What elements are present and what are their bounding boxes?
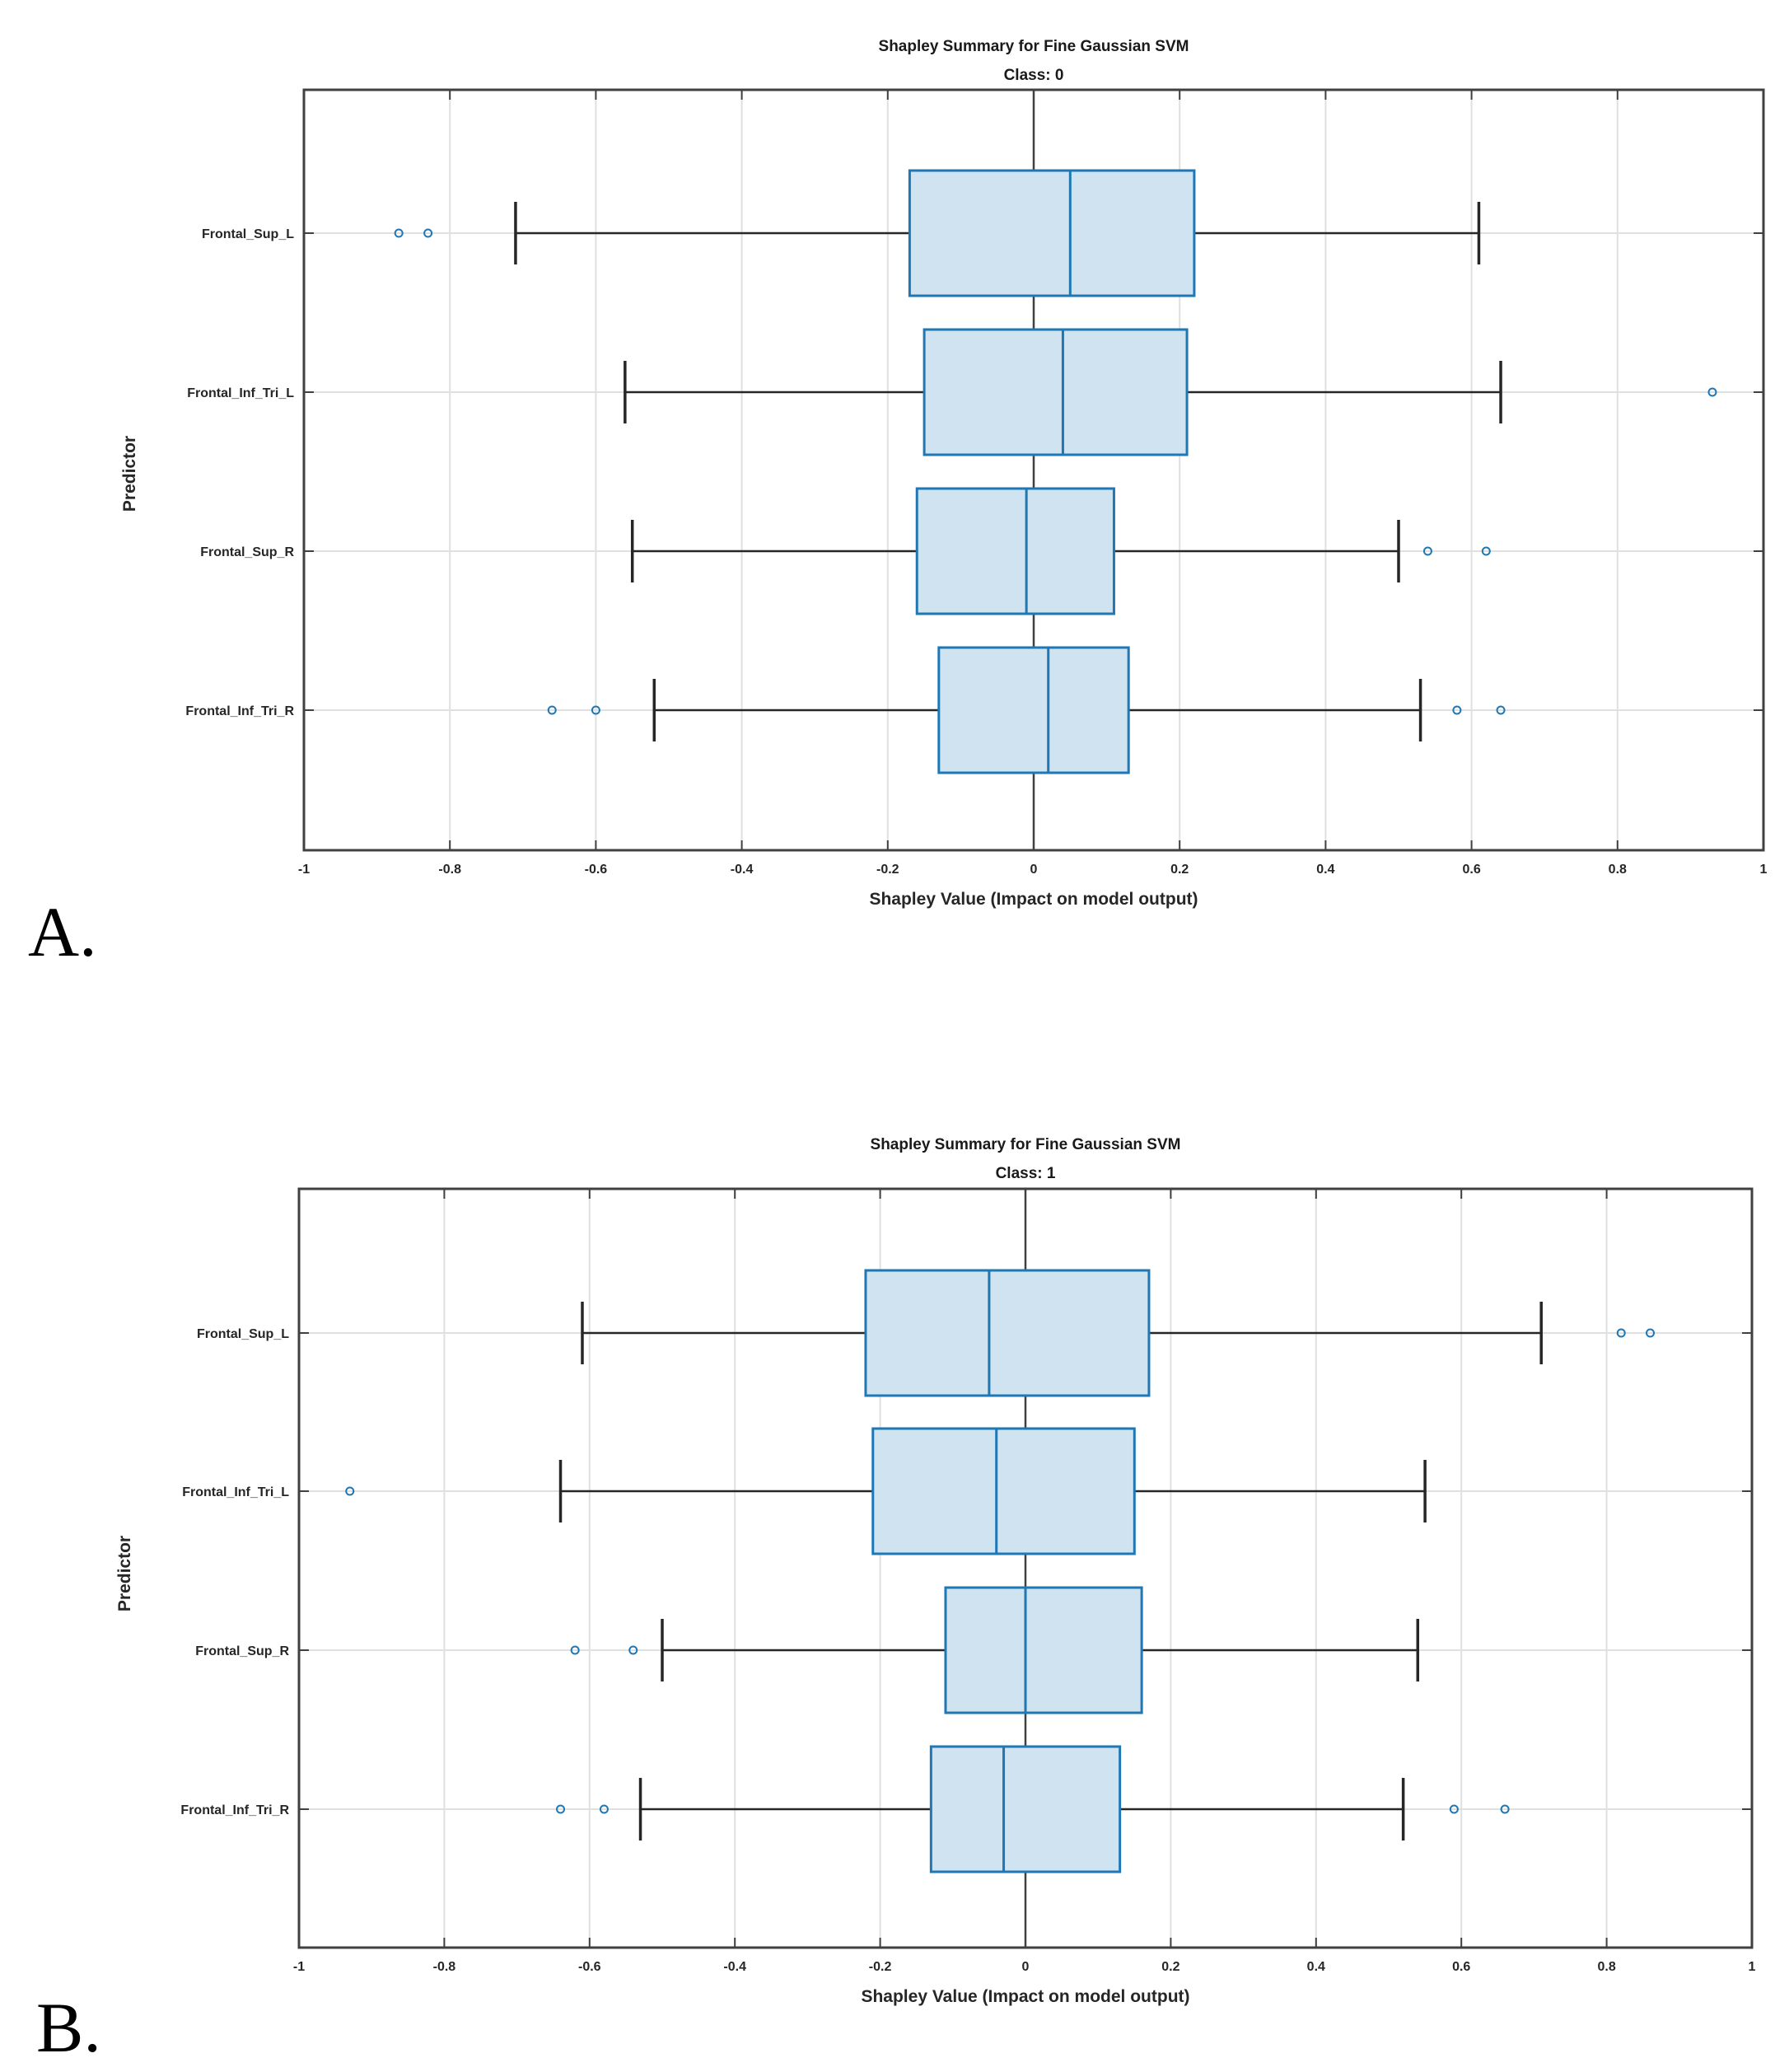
x-tick-label: 0.6 [1452, 1960, 1470, 1974]
box-frontal-sup-r [630, 487, 1491, 615]
x-tick-label: -0.6 [585, 863, 608, 877]
y-axis-label: Predictor [115, 1536, 134, 1611]
iqr-box [937, 646, 1130, 774]
iqr-box [923, 328, 1189, 456]
box-frontal-inf-tri-r [556, 1745, 1510, 1873]
x-axis-label: Shapley Value (Impact on model output) [861, 1987, 1189, 2006]
y-tick-label: Frontal_Sup_L [197, 1327, 289, 1341]
x-tick-label: 1 [1749, 1960, 1756, 1974]
box-frontal-inf-tri-l [345, 1427, 1427, 1555]
x-tick-label: 0 [1022, 1960, 1030, 1974]
x-tick-label: -0.8 [438, 863, 461, 877]
iqr-box [929, 1745, 1122, 1873]
y-tick-label: Frontal_Sup_R [195, 1644, 289, 1658]
panel-a: Shapley Summary for Fine Gaussian SVM Cl… [28, 38, 1768, 971]
x-tick-label: 1 [1760, 863, 1768, 877]
panel-label: A. [28, 892, 97, 971]
y-tick-label: Frontal_Inf_Tri_R [185, 704, 294, 718]
x-axis-label: Shapley Value (Impact on model output) [869, 890, 1198, 909]
y-tick-label: Frontal_Inf_Tri_R [180, 1803, 289, 1817]
x-tick-label: 0.6 [1462, 863, 1480, 877]
y-tick-label: Frontal_Inf_Tri_L [182, 1485, 289, 1499]
outlier-point [423, 228, 433, 238]
chart-title: Shapley Summary for Fine Gaussian SVM [879, 38, 1189, 55]
chart-subtitle: Class: 1 [996, 1165, 1056, 1182]
outlier-point [1500, 1804, 1510, 1814]
x-tick-label: 0.4 [1307, 1960, 1325, 1974]
panel-b: Shapley Summary for Fine Gaussian SVM Cl… [36, 1136, 1756, 2067]
iqr-box [944, 1586, 1143, 1714]
box-frontal-inf-tri-r [547, 646, 1506, 774]
x-tick-label: -0.2 [869, 1960, 892, 1974]
x-tick-label: -1 [293, 1960, 305, 1974]
x-tick-label: 0.8 [1597, 1960, 1615, 1974]
outlier-point [1422, 546, 1432, 556]
y-tick-label: Frontal_Sup_L [202, 227, 294, 241]
x-tick-label: -0.8 [433, 1960, 456, 1974]
plot-area: Frontal_Sup_L Frontal_Inf_Tri_L Frontal_Su… [180, 1187, 1756, 1974]
x-tick-label: -0.4 [723, 1960, 746, 1974]
outlier-point [547, 705, 557, 715]
x-tick-label: -0.6 [578, 1960, 601, 1974]
box-frontal-sup-l [394, 169, 1481, 297]
outlier-point [1481, 546, 1491, 556]
outlier-point [1646, 1328, 1656, 1338]
x-tick-label: -1 [298, 863, 310, 877]
iqr-box [864, 1269, 1151, 1397]
x-tick-label: -0.2 [876, 863, 899, 877]
y-axis-label: Predictor [120, 436, 139, 512]
chart-subtitle: Class: 0 [1004, 67, 1064, 84]
iqr-box [871, 1427, 1136, 1555]
x-tick-label: 0.4 [1316, 863, 1334, 877]
box-frontal-sup-l [581, 1269, 1656, 1397]
plot-frame [297, 1187, 1754, 1949]
outlier-point [628, 1645, 638, 1655]
outlier-point [1616, 1328, 1626, 1338]
iqr-box [915, 487, 1115, 615]
x-tick-label: 0 [1030, 863, 1038, 877]
x-tick-label: 0.2 [1161, 1960, 1179, 1974]
x-tick-label: -0.4 [731, 863, 754, 877]
outlier-point [570, 1645, 580, 1655]
outlier-point [1452, 705, 1462, 715]
outlier-point [345, 1486, 355, 1496]
box-frontal-sup-r [570, 1586, 1420, 1714]
outlier-point [599, 1804, 609, 1814]
outlier-point [1496, 705, 1506, 715]
chart-title: Shapley Summary for Fine Gaussian SVM [871, 1136, 1181, 1153]
outlier-point [1449, 1804, 1459, 1814]
plot-area: Frontal_Sup_L Frontal_Inf_Tri_L Frontal_Su… [185, 88, 1768, 877]
plot-frame [302, 88, 1765, 852]
outlier-point [556, 1804, 566, 1814]
x-tick-label: 0.2 [1170, 863, 1189, 877]
panel-label: B. [36, 1988, 101, 2067]
outlier-point [591, 705, 600, 715]
x-tick-label: 0.8 [1609, 863, 1627, 877]
y-tick-label: Frontal_Sup_R [200, 545, 294, 559]
outlier-point [394, 228, 404, 238]
iqr-box [908, 169, 1196, 297]
y-tick-label: Frontal_Inf_Tri_L [187, 386, 294, 400]
box-frontal-inf-tri-l [624, 328, 1717, 456]
outlier-point [1707, 387, 1717, 397]
